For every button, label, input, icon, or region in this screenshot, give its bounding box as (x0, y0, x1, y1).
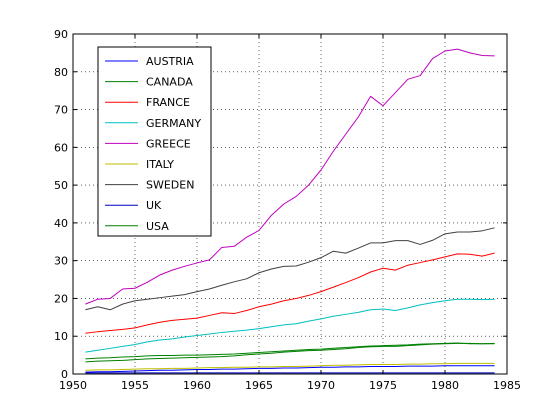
y-tick-label: 40 (54, 217, 68, 230)
x-tick-label: 1980 (431, 379, 459, 392)
legend-box (97, 46, 212, 237)
x-tick-label: 1960 (183, 379, 211, 392)
series-line-canada (85, 342, 495, 360)
y-tick-label: 70 (54, 104, 68, 117)
series-lines (85, 48, 495, 374)
x-tick-label: 1955 (121, 379, 149, 392)
y-tick-label: 60 (54, 141, 68, 154)
legend-label-canada: CANADA (146, 76, 193, 89)
axis-ticks: 1950 1955 1960 1965 1970 1975 1980 1985 0 10 20 30 4… (54, 28, 521, 392)
x-tick-label: 1970 (307, 379, 335, 392)
legend-label-france: FRANCE (146, 96, 190, 109)
legend-label-greece: GREECE (146, 137, 191, 150)
series-line-usa (85, 342, 495, 363)
y-tick-label: 90 (54, 28, 68, 41)
x-tick-label: 1965 (245, 379, 273, 392)
series-line-france (85, 252, 495, 334)
legend: AUSTRIA CANADA FRANCE GERMANY GREECE ITALY SWE… (97, 46, 212, 237)
series-line-italy (85, 362, 495, 371)
legend-label-germany: GERMANY (146, 117, 201, 130)
plot-frame (72, 33, 508, 375)
legend-label-uk: UK (146, 199, 162, 212)
series-line-sweden (85, 227, 495, 311)
x-tick-label: 1975 (369, 379, 397, 392)
legend-label-sweden: SWEDEN (146, 179, 194, 192)
y-tick-label: 50 (54, 179, 68, 192)
x-tick-label: 1950 (59, 379, 87, 392)
y-tick-label: 80 (54, 66, 68, 79)
legend-label-italy: ITALY (146, 158, 174, 171)
legend-label-austria: AUSTRIA (146, 55, 194, 68)
series-line-germany (85, 298, 495, 353)
x-tick-label: 1985 (493, 379, 521, 392)
legend-label-usa: USA (146, 220, 169, 233)
series-line-austria (85, 365, 495, 373)
y-tick-label: 20 (54, 292, 68, 305)
y-tick-label: 30 (54, 255, 68, 268)
y-tick-label: 0 (61, 368, 68, 381)
y-tick-label: 10 (54, 330, 68, 343)
series-line-greece (85, 48, 495, 305)
